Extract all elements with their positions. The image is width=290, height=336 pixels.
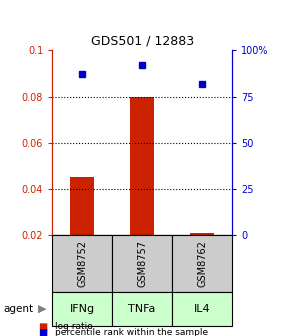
Text: ■: ■ bbox=[38, 328, 47, 336]
Title: GDS501 / 12883: GDS501 / 12883 bbox=[90, 35, 194, 48]
Bar bbox=[130, 97, 154, 235]
Text: ▶: ▶ bbox=[38, 304, 46, 314]
Text: ■: ■ bbox=[38, 322, 47, 332]
Text: TNFa: TNFa bbox=[128, 304, 156, 314]
Text: GSM8757: GSM8757 bbox=[137, 240, 147, 287]
Bar bbox=[190, 233, 214, 235]
Text: agent: agent bbox=[3, 304, 33, 314]
Text: percentile rank within the sample: percentile rank within the sample bbox=[55, 328, 208, 336]
Text: GSM8762: GSM8762 bbox=[197, 240, 207, 287]
Text: IFNg: IFNg bbox=[70, 304, 95, 314]
Bar bbox=[70, 177, 94, 235]
Text: IL4: IL4 bbox=[194, 304, 210, 314]
Text: GSM8752: GSM8752 bbox=[77, 240, 87, 287]
Text: log ratio: log ratio bbox=[55, 322, 93, 331]
